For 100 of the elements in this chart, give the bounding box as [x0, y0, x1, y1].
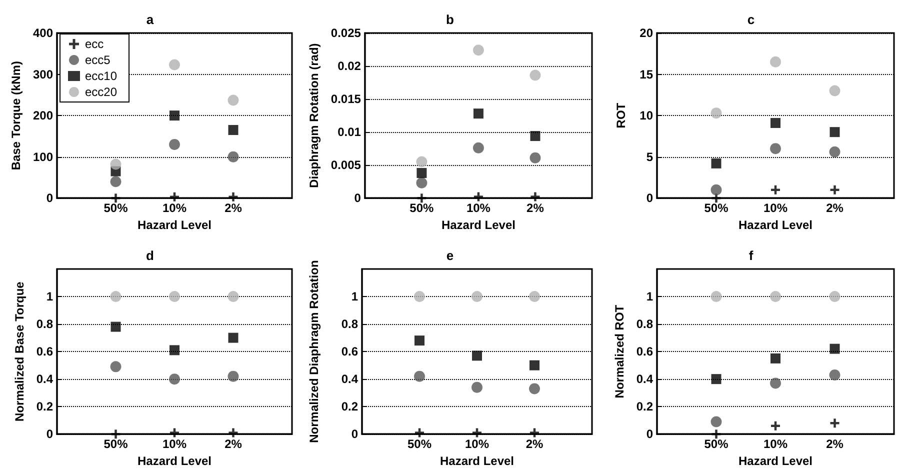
point: [472, 291, 482, 302]
x-tick-label: 10%: [763, 201, 788, 216]
y-tick-label: 0.4: [341, 372, 358, 386]
point: [472, 382, 482, 393]
x-tick-label: 2%: [224, 437, 242, 452]
chart-title: b: [446, 12, 454, 27]
x-axis-title: Hazard Level: [137, 454, 212, 468]
legend-label: ecc: [85, 37, 104, 51]
point: [530, 428, 539, 438]
y-tick-label: 0.015: [330, 92, 362, 106]
point: [414, 370, 425, 382]
x-tick-label: 10%: [162, 437, 187, 452]
y-tick-label: 0.2: [36, 400, 54, 414]
point: [529, 383, 540, 394]
point: [830, 185, 840, 194]
point: [770, 143, 781, 154]
x-axis-title: Hazard Level: [738, 454, 813, 468]
point: [530, 360, 540, 370]
point: [530, 152, 541, 164]
x-axis-title: Hazard Level: [137, 218, 212, 232]
y-tick-label: 0.025: [330, 26, 362, 40]
x-tick-label: 10%: [763, 437, 788, 452]
point: [771, 185, 780, 194]
legend-label: ecc20: [85, 85, 118, 99]
y-tick-label: 0.8: [636, 317, 654, 332]
chart-title: e: [446, 248, 454, 263]
y-axis-title: Normalized ROT: [612, 304, 626, 398]
y-axis-title: Diaphragm Rotation (rad): [307, 43, 321, 188]
point: [770, 353, 780, 364]
point: [770, 291, 781, 302]
point: [169, 291, 180, 302]
point: [829, 291, 840, 302]
y-axis-title: ROT: [614, 102, 628, 128]
point: [710, 291, 722, 302]
point: [472, 428, 482, 438]
point: [473, 108, 484, 119]
x-tick-label: 50%: [704, 437, 729, 452]
y-tick-label: 0: [351, 427, 358, 442]
point: [770, 56, 781, 68]
point: [472, 350, 482, 361]
y-tick-label: 0.8: [36, 317, 54, 332]
point: [711, 374, 722, 384]
y-tick-label: 0.6: [341, 344, 358, 359]
x-tick-label: 10%: [466, 201, 491, 216]
point: [228, 291, 239, 302]
point: [228, 124, 238, 135]
x-tick-label: 10%: [464, 437, 490, 452]
point: [414, 291, 425, 302]
point: [170, 110, 180, 121]
point: [414, 336, 424, 346]
y-tick-label: 5: [646, 150, 654, 164]
point: [710, 184, 722, 196]
point: [110, 361, 122, 372]
x-tick-label: 50%: [410, 201, 434, 216]
y-tick-label: 0: [46, 427, 54, 442]
point: [228, 428, 238, 438]
x-tick-label: 10%: [162, 201, 187, 216]
y-tick-label: 1: [46, 290, 54, 304]
point: [169, 374, 180, 385]
x-tick-label: 50%: [104, 437, 128, 452]
y-tick-label: 100: [32, 150, 54, 164]
chart-title: a: [146, 12, 154, 27]
point: [771, 421, 780, 430]
point: [472, 142, 484, 154]
y-axis-title: Normalized Base Torque: [12, 281, 26, 422]
point: [529, 291, 540, 302]
y-tick-label: 0: [354, 191, 362, 206]
x-tick-label: 2%: [526, 201, 544, 216]
legend-label: ecc5: [85, 53, 111, 67]
point: [474, 192, 483, 202]
y-tick-label: 0.005: [330, 158, 362, 172]
x-tick-label: 2%: [826, 201, 844, 216]
point: [417, 194, 426, 203]
legend-label: ecc10: [85, 69, 118, 83]
y-tick-label: 20: [640, 26, 654, 40]
point: [228, 192, 238, 202]
x-tick-label: 50%: [104, 201, 128, 216]
y-axis-title: Normalized Diaphragm Rotation: [307, 260, 321, 443]
x-axis-title: Hazard Level: [440, 454, 514, 468]
point: [710, 416, 722, 428]
point: [110, 322, 121, 332]
y-tick-label: 0.2: [341, 400, 358, 414]
point: [110, 291, 122, 302]
point: [711, 158, 722, 168]
point: [416, 177, 428, 188]
point: [110, 158, 122, 170]
x-tick-label: 50%: [704, 201, 729, 216]
point: [530, 192, 540, 202]
y-tick-label: 10: [640, 108, 654, 123]
chart-title: d: [146, 248, 154, 263]
point: [472, 44, 484, 56]
point: [228, 94, 239, 106]
point: [830, 344, 840, 354]
point: [530, 131, 540, 142]
point: [829, 146, 840, 158]
y-tick-label: 0.01: [338, 125, 362, 140]
point: [710, 108, 722, 119]
point: [830, 127, 840, 138]
point: [415, 428, 424, 438]
point: [170, 192, 179, 202]
